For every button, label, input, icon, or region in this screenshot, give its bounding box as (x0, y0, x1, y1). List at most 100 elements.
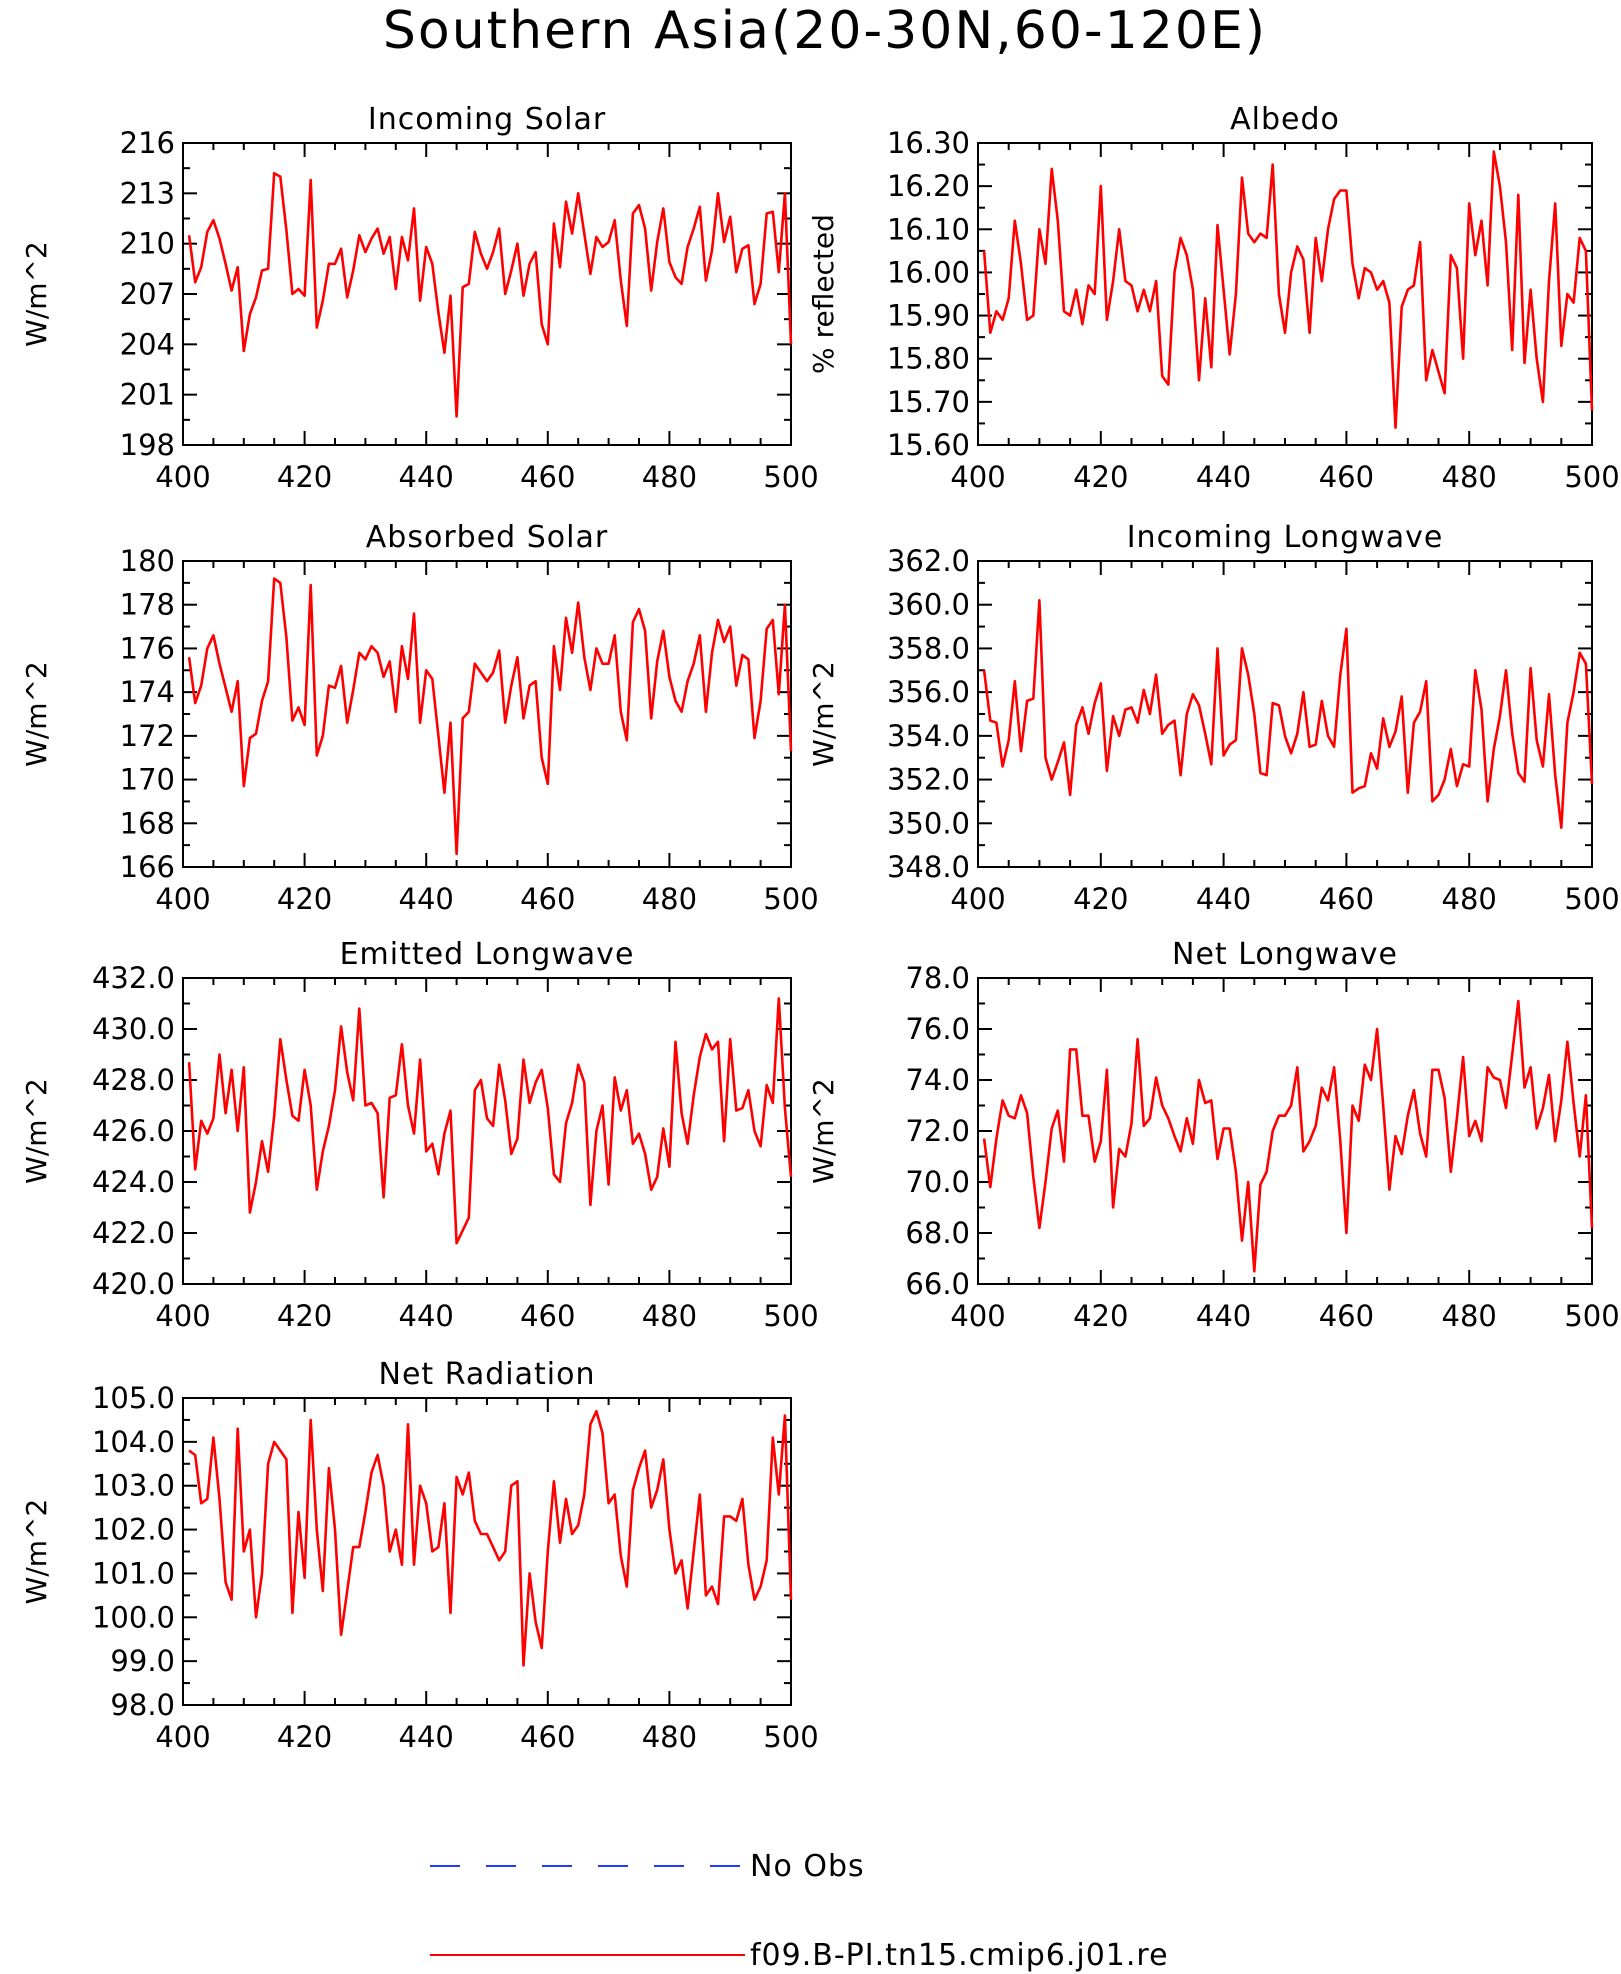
x-tick-label: 440 (399, 1299, 454, 1333)
y-axis-label: W/m^2 (20, 1078, 53, 1184)
y-tick-label: 16.00 (887, 255, 970, 289)
y-tick-label: 72.0 (905, 1114, 970, 1148)
y-tick-label: 360.0 (887, 588, 970, 622)
y-tick-label: 74.0 (905, 1063, 970, 1097)
y-tick-label: 15.90 (887, 299, 970, 333)
panel-6: Net Longwave 400 420 440 460 480 500 66.0 68.0 70… (807, 937, 1620, 1333)
y-tick-label: 428.0 (92, 1063, 175, 1097)
y-tick-label: 198 (120, 428, 175, 462)
x-tick-label: 480 (1442, 460, 1497, 494)
panel-5: Emitted Longwave 400 420 440 460 480 500 420.0 4… (20, 937, 819, 1333)
y-tick-label: 420.0 (92, 1267, 175, 1301)
plot-frame (182, 560, 792, 868)
x-tick-label: 460 (1319, 460, 1374, 494)
x-tick-label: 480 (1442, 1299, 1497, 1333)
figure-title: Southern Asia(20-30N,60-120E) (383, 1, 1267, 61)
panel-title: Incoming Solar (368, 102, 606, 137)
x-tick-label: 440 (399, 882, 454, 916)
y-tick-label: 207 (120, 277, 175, 311)
y-tick-label: 16.30 (887, 126, 970, 160)
y-tick-label: 99.0 (110, 1644, 175, 1678)
panel-2: Albedo 400 420 440 460 480 500 15.60 15.70 15.80 1… (807, 102, 1620, 494)
y-tick-label: 66.0 (905, 1267, 970, 1301)
y-axis-label: % reflected (807, 214, 840, 374)
y-tick-label: 168 (120, 806, 175, 840)
x-tick-label: 460 (520, 882, 575, 916)
series-line-1 (187, 171, 793, 418)
x-tick-label: 480 (642, 1720, 697, 1754)
y-tick-label: 15.60 (887, 428, 970, 462)
y-axis-label: W/m^2 (807, 1078, 840, 1184)
y-tick-label: 76.0 (905, 1012, 970, 1046)
y-tick-label: 103.0 (92, 1469, 175, 1503)
y-tick-label: 174 (120, 675, 175, 709)
y-tick-label: 16.10 (887, 212, 970, 246)
y-tick-label: 362.0 (887, 544, 970, 578)
y-tick-label: 78.0 (905, 961, 970, 995)
y-tick-label: 100.0 (92, 1600, 175, 1634)
y-tick-label: 180 (120, 544, 175, 578)
x-tick-label: 440 (399, 460, 454, 494)
x-tick-label: 480 (1442, 882, 1497, 916)
y-tick-label: 172 (120, 719, 175, 753)
y-tick-label: 426.0 (92, 1114, 175, 1148)
x-tick-label: 460 (520, 1299, 575, 1333)
y-tick-label: 424.0 (92, 1165, 175, 1199)
y-tick-label: 352.0 (887, 763, 970, 797)
y-tick-label: 176 (120, 631, 175, 665)
panel-title: Incoming Longwave (1127, 520, 1444, 555)
x-tick-label: 460 (1319, 1299, 1374, 1333)
series-line-1 (187, 997, 793, 1245)
legend-model-label: f09.B-PI.tn15.cmip6.j01.re (750, 1938, 1169, 1973)
x-tick-label: 500 (763, 460, 818, 494)
x-tick-label: 460 (520, 460, 575, 494)
y-tick-label: 166 (120, 850, 175, 884)
panel-title: Emitted Longwave (340, 937, 635, 972)
y-tick-label: 210 (120, 227, 175, 261)
y-tick-label: 204 (120, 327, 175, 361)
series-line-1 (188, 1409, 793, 1667)
x-tick-label: 420 (1073, 882, 1128, 916)
x-tick-label: 500 (763, 882, 818, 916)
x-tick-label: 460 (520, 1720, 575, 1754)
y-tick-label: 422.0 (92, 1216, 175, 1250)
x-tick-label: 400 (155, 882, 210, 916)
panel-7: Net Radiation 400 420 440 460 480 500 98.0 99.0 1… (20, 1357, 819, 1754)
x-tick-label: 440 (1196, 882, 1251, 916)
x-tick-label: 440 (399, 1720, 454, 1754)
x-tick-label: 500 (1564, 460, 1619, 494)
series-line-1 (187, 577, 793, 856)
y-tick-label: 101.0 (92, 1556, 175, 1590)
legend: No Obs f09.B-PI.tn15.cmip6.j01.re (430, 1849, 1169, 1973)
x-tick-label: 440 (1196, 460, 1251, 494)
x-tick-label: 420 (1073, 460, 1128, 494)
y-tick-label: 15.80 (887, 342, 970, 376)
x-tick-label: 420 (277, 460, 332, 494)
x-tick-label: 480 (642, 460, 697, 494)
y-tick-label: 216 (120, 126, 175, 160)
panel-title: Net Longwave (1172, 937, 1398, 972)
y-tick-label: 356.0 (887, 675, 970, 709)
x-tick-label: 420 (277, 1299, 332, 1333)
x-tick-label: 480 (642, 1299, 697, 1333)
panels-container: Incoming Solar 400 420 440 460 480 500 198 201 20… (20, 102, 1620, 1754)
panel-title: Absorbed Solar (366, 520, 608, 555)
x-tick-label: 500 (763, 1720, 818, 1754)
y-tick-label: 105.0 (92, 1381, 175, 1415)
x-tick-label: 400 (155, 1299, 210, 1333)
x-tick-label: 500 (1564, 882, 1619, 916)
x-tick-label: 420 (1073, 1299, 1128, 1333)
x-tick-label: 400 (950, 460, 1005, 494)
y-tick-label: 432.0 (92, 961, 175, 995)
y-tick-label: 178 (120, 588, 175, 622)
y-tick-label: 350.0 (887, 806, 970, 840)
series-line-1 (982, 999, 1594, 1273)
x-tick-label: 440 (1196, 1299, 1251, 1333)
panel-1: Incoming Solar 400 420 440 460 480 500 198 201 20… (20, 102, 819, 494)
y-tick-label: 348.0 (887, 850, 970, 884)
x-tick-label: 460 (1319, 882, 1374, 916)
series-line-1 (982, 598, 1594, 830)
plot-frame (182, 977, 792, 1285)
y-tick-label: 213 (120, 176, 175, 210)
